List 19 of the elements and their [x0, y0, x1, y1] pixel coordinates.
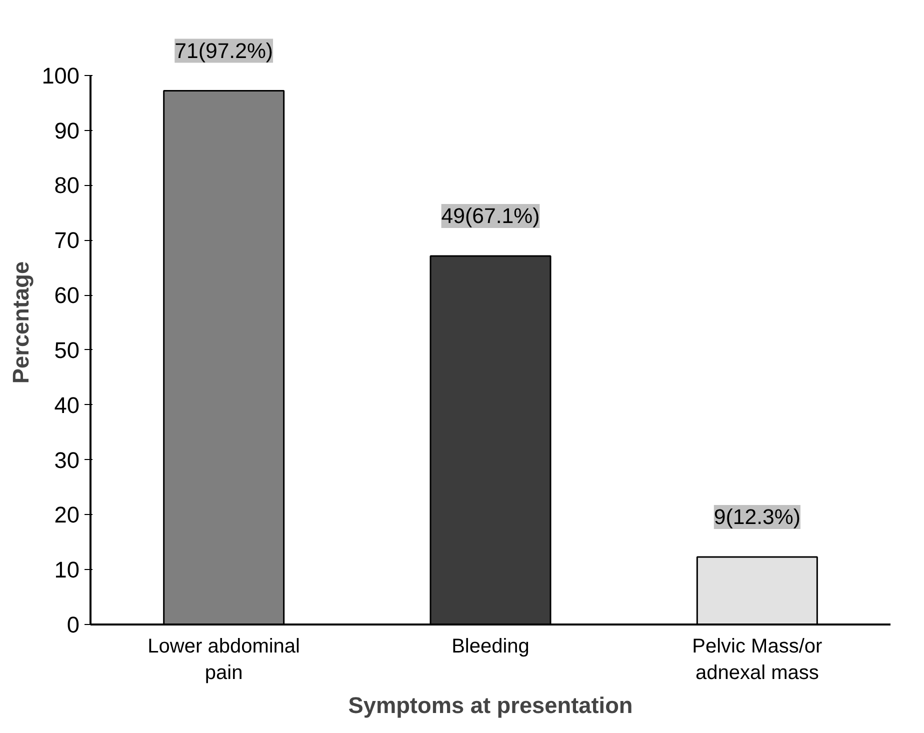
x-axis-title: Symptoms at presentation: [348, 692, 633, 718]
y-tick-label: 90: [54, 117, 80, 144]
y-tick-label: 20: [54, 502, 80, 528]
x-tick-label: Bleeding: [452, 636, 530, 658]
x-tick-label: Lower abdominal pain: [148, 636, 300, 684]
y-tick-label: 50: [54, 336, 80, 363]
y-tick-label: 70: [54, 227, 80, 254]
y-tick-label: 10: [54, 556, 80, 583]
y-tick-label: 60: [54, 282, 80, 308]
y-tick-label: 0: [66, 612, 80, 638]
data-label: 9(12.3%): [714, 504, 800, 529]
y-tick-label: 30: [54, 446, 80, 473]
y-tick-label: 40: [54, 392, 80, 418]
x-tick-label: Pelvic Mass/or adnexal mass: [692, 636, 823, 684]
y-axis-title: Percentage: [8, 261, 34, 384]
data-label: 49(67.1%): [441, 204, 540, 228]
y-tick-label: 80: [54, 172, 80, 198]
y-tick-label: 100: [42, 62, 80, 88]
data-label: 71(97.2%): [174, 38, 274, 63]
